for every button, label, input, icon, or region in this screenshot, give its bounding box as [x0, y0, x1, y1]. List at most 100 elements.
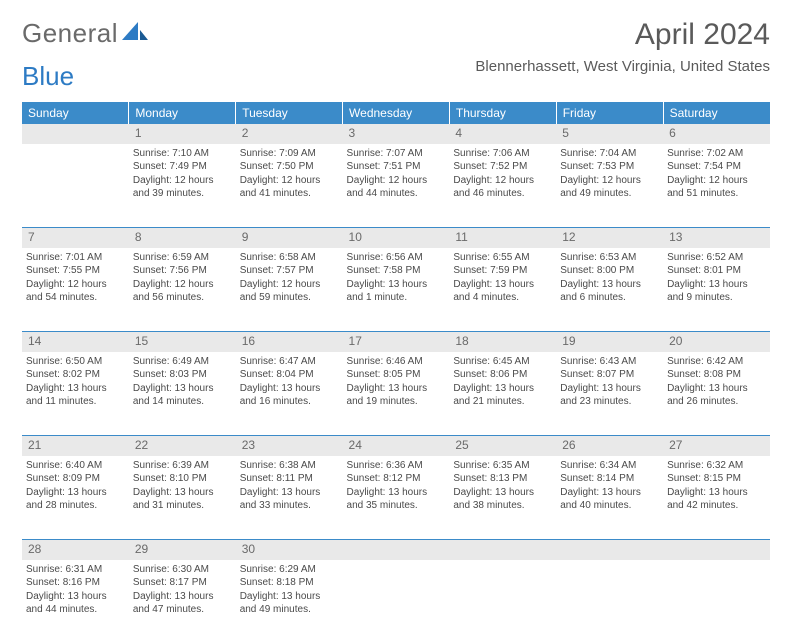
day2-text: and 49 minutes. — [240, 603, 339, 617]
day2-text: and 42 minutes. — [667, 499, 766, 513]
day-cell: Sunrise: 6:56 AMSunset: 7:58 PMDaylight:… — [343, 248, 450, 332]
day2-text: and 28 minutes. — [26, 499, 125, 513]
weekday-header: Thursday — [449, 102, 556, 124]
sunrise-text: Sunrise: 6:50 AM — [26, 355, 125, 369]
day-number — [449, 540, 556, 560]
day-cell — [343, 560, 450, 644]
day2-text: and 4 minutes. — [453, 291, 552, 305]
logo-text-2: Blue — [22, 61, 74, 91]
day2-text: and 9 minutes. — [667, 291, 766, 305]
sunrise-text: Sunrise: 6:39 AM — [133, 459, 232, 473]
day2-text: and 23 minutes. — [560, 395, 659, 409]
sunset-text: Sunset: 7:58 PM — [347, 264, 446, 278]
day-cell: Sunrise: 6:42 AMSunset: 8:08 PMDaylight:… — [663, 352, 770, 436]
sunset-text: Sunset: 8:13 PM — [453, 472, 552, 486]
day-number: 24 — [343, 436, 450, 456]
sunrise-text: Sunrise: 6:43 AM — [560, 355, 659, 369]
day1-text: Daylight: 12 hours — [133, 278, 232, 292]
day-number-row: 78910111213 — [22, 228, 770, 248]
day2-text: and 54 minutes. — [26, 291, 125, 305]
day2-text: and 33 minutes. — [240, 499, 339, 513]
sunrise-text: Sunrise: 6:52 AM — [667, 251, 766, 265]
day-cell — [556, 560, 663, 644]
day1-text: Daylight: 13 hours — [453, 486, 552, 500]
day2-text: and 11 minutes. — [26, 395, 125, 409]
day2-text: and 31 minutes. — [133, 499, 232, 513]
day-cell: Sunrise: 7:10 AMSunset: 7:49 PMDaylight:… — [129, 144, 236, 228]
day-cell: Sunrise: 7:01 AMSunset: 7:55 PMDaylight:… — [22, 248, 129, 332]
day1-text: Daylight: 13 hours — [133, 486, 232, 500]
weekday-header: Saturday — [663, 102, 770, 124]
day-cell: Sunrise: 6:39 AMSunset: 8:10 PMDaylight:… — [129, 456, 236, 540]
day1-text: Daylight: 13 hours — [240, 486, 339, 500]
day1-text: Daylight: 13 hours — [560, 278, 659, 292]
day-number: 5 — [556, 124, 663, 144]
sunrise-text: Sunrise: 7:10 AM — [133, 147, 232, 161]
day-cell: Sunrise: 6:58 AMSunset: 7:57 PMDaylight:… — [236, 248, 343, 332]
day-cell: Sunrise: 6:34 AMSunset: 8:14 PMDaylight:… — [556, 456, 663, 540]
day2-text: and 19 minutes. — [347, 395, 446, 409]
day-content-row: Sunrise: 6:31 AMSunset: 8:16 PM Daylight:… — [22, 560, 770, 644]
sunset-text: Sunset: 7:51 PM — [347, 160, 446, 174]
day-number: 15 — [129, 332, 236, 352]
sunset-text: Sunset: 8:14 PM — [560, 472, 659, 486]
sunrise-text: Sunrise: 7:01 AM — [26, 251, 125, 265]
day-number: 27 — [663, 436, 770, 456]
weekday-header: Wednesday — [343, 102, 450, 124]
sunrise-text: Sunrise: 6:32 AM — [667, 459, 766, 473]
sunset-text: Sunset: 8:00 PM — [560, 264, 659, 278]
sunset-text: Sunset: 8:11 PM — [240, 472, 339, 486]
sunrise-text: Sunrise: 6:53 AM — [560, 251, 659, 265]
day-cell: Sunrise: 6:40 AMSunset: 8:09 PMDaylight:… — [22, 456, 129, 540]
day-cell — [22, 144, 129, 228]
day1-text: Daylight: 13 hours — [347, 278, 446, 292]
day-number: 22 — [129, 436, 236, 456]
sunset-text: Sunset: 7:55 PM — [26, 264, 125, 278]
day1-text: Daylight: 12 hours — [453, 174, 552, 188]
day1-text: Daylight: 13 hours — [560, 382, 659, 396]
day-content-row: Sunrise: 7:10 AMSunset: 7:49 PMDaylight:… — [22, 144, 770, 228]
calendar-page: General April 2024 Blennerhassett, West … — [0, 0, 792, 644]
day-content-row: Sunrise: 6:40 AMSunset: 8:09 PMDaylight:… — [22, 456, 770, 540]
sunrise-text: Sunrise: 6:31 AM — [26, 563, 125, 577]
day-number: 28 — [22, 540, 129, 560]
day-cell: Sunrise: 6:43 AMSunset: 8:07 PMDaylight:… — [556, 352, 663, 436]
day2-text: and 59 minutes. — [240, 291, 339, 305]
day2-text: and 38 minutes. — [453, 499, 552, 513]
sunset-text: Sunset: 7:52 PM — [453, 160, 552, 174]
day-number-row: 21222324252627 — [22, 436, 770, 456]
day-number: 26 — [556, 436, 663, 456]
day2-text: and 14 minutes. — [133, 395, 232, 409]
day1-text: Daylight: 13 hours — [667, 486, 766, 500]
day2-text: and 49 minutes. — [560, 187, 659, 201]
day-number: 19 — [556, 332, 663, 352]
sunset-text: Sunset: 8:07 PM — [560, 368, 659, 382]
day-number-row: 14151617181920 — [22, 332, 770, 352]
sunrise-text: Sunrise: 6:49 AM — [133, 355, 232, 369]
logo-text-1: General — [22, 18, 118, 49]
day-number: 2 — [236, 124, 343, 144]
day1-text: Daylight: 12 hours — [133, 174, 232, 188]
day-cell: Sunrise: 6:59 AMSunset: 7:56 PMDaylight:… — [129, 248, 236, 332]
day2-text: and 40 minutes. — [560, 499, 659, 513]
day1-text: Daylight: 12 hours — [240, 174, 339, 188]
day-number-row: 123456 — [22, 124, 770, 144]
sunrise-text: Sunrise: 6:29 AM — [240, 563, 339, 577]
day-cell: Sunrise: 6:38 AMSunset: 8:11 PMDaylight:… — [236, 456, 343, 540]
sunrise-text: Sunrise: 7:09 AM — [240, 147, 339, 161]
day-number: 6 — [663, 124, 770, 144]
sunset-text: Sunset: 8:16 PM — [26, 576, 125, 590]
sunrise-text: Sunrise: 6:40 AM — [26, 459, 125, 473]
day2-text: and 16 minutes. — [240, 395, 339, 409]
day-number: 16 — [236, 332, 343, 352]
day1-text: Daylight: 13 hours — [133, 590, 232, 604]
sunset-text: Sunset: 7:49 PM — [133, 160, 232, 174]
sunset-text: Sunset: 7:53 PM — [560, 160, 659, 174]
day-number: 1 — [129, 124, 236, 144]
day1-text: Daylight: 12 hours — [347, 174, 446, 188]
weekday-header-row: Sunday Monday Tuesday Wednesday Thursday… — [22, 102, 770, 124]
sunset-text: Sunset: 7:54 PM — [667, 160, 766, 174]
day1-text: Daylight: 13 hours — [667, 278, 766, 292]
day-cell: Sunrise: 6:29 AMSunset: 8:18 PMDaylight:… — [236, 560, 343, 644]
day-number: 11 — [449, 228, 556, 248]
